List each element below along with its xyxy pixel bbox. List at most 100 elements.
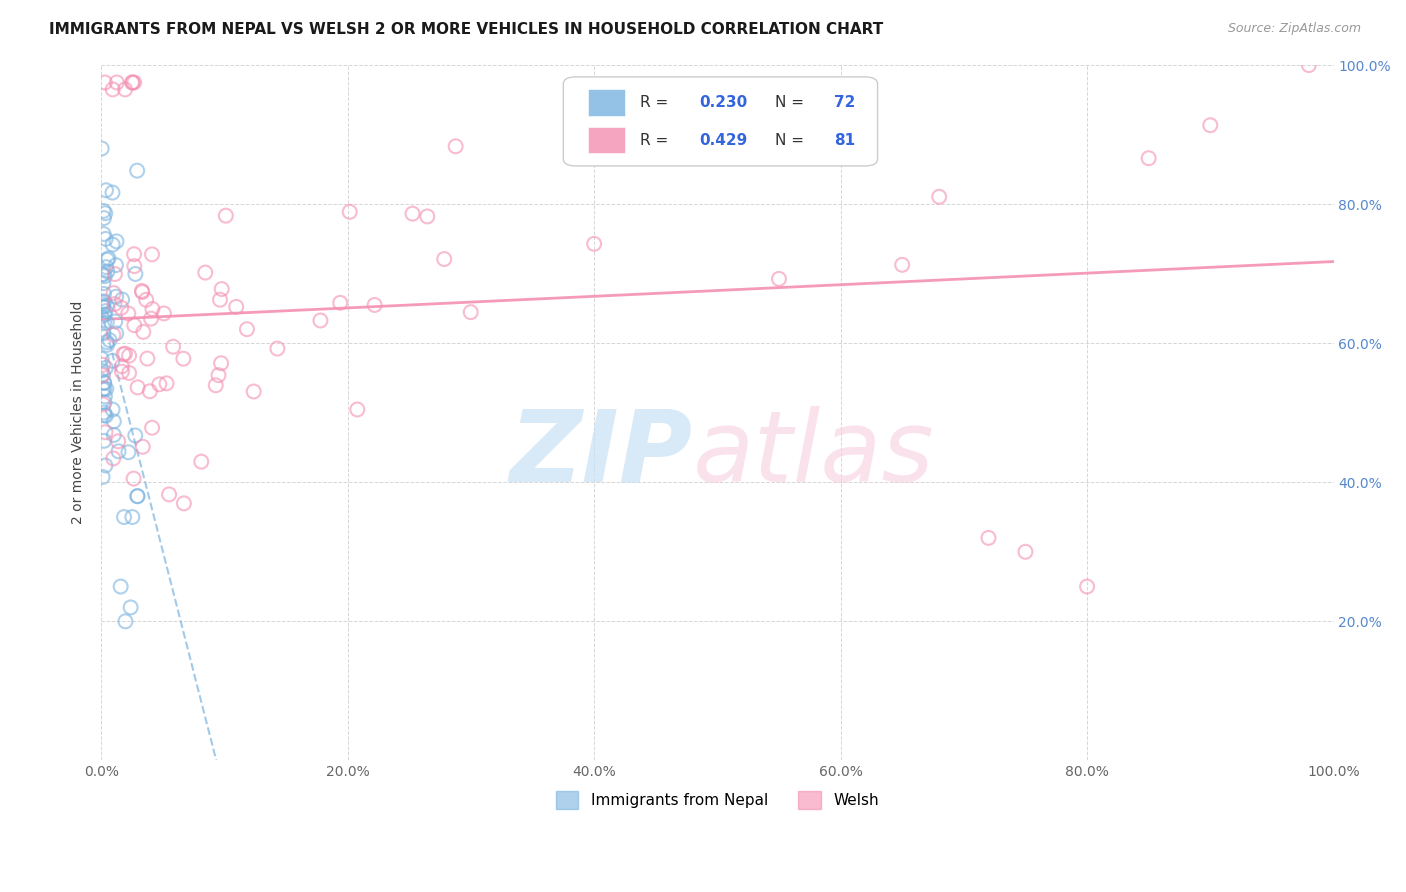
Point	[110, 580, 132, 594]
Point	[236, 322, 259, 336]
Text: 72: 72	[834, 95, 856, 110]
Point	[112, 347, 135, 361]
Point	[141, 301, 163, 316]
Point	[1199, 118, 1222, 132]
Point	[98, 333, 121, 347]
Point	[96, 382, 118, 396]
Point	[104, 267, 127, 281]
Point	[101, 82, 124, 96]
Point	[117, 306, 139, 320]
Point	[90, 351, 112, 366]
Point	[93, 308, 115, 322]
Point	[94, 304, 117, 318]
Point	[94, 389, 117, 403]
Text: IMMIGRANTS FROM NEPAL VS WELSH 2 OR MORE VEHICLES IN HOUSEHOLD CORRELATION CHART: IMMIGRANTS FROM NEPAL VS WELSH 2 OR MORE…	[49, 22, 883, 37]
Point	[132, 325, 155, 339]
Point	[91, 368, 114, 383]
Point	[90, 142, 112, 156]
Point	[105, 75, 128, 89]
Y-axis label: 2 or more Vehicles in Household: 2 or more Vehicles in Household	[72, 301, 86, 524]
Point	[104, 258, 127, 272]
Text: 0.429: 0.429	[699, 133, 747, 148]
Point	[124, 428, 146, 442]
Point	[928, 190, 950, 204]
Point	[111, 293, 134, 307]
Point	[118, 366, 141, 380]
Point	[93, 211, 115, 225]
Point	[583, 236, 606, 251]
Point	[103, 286, 125, 301]
Point	[94, 206, 117, 220]
Point	[155, 376, 177, 391]
Point	[93, 203, 115, 218]
Text: N =: N =	[775, 133, 810, 148]
Point	[94, 409, 117, 423]
Point	[225, 300, 247, 314]
Point	[122, 247, 145, 261]
Point	[101, 186, 124, 200]
Point	[122, 75, 145, 89]
Point	[93, 268, 115, 282]
Point	[121, 75, 143, 89]
FancyBboxPatch shape	[588, 89, 624, 116]
Point	[91, 300, 114, 314]
Point	[363, 298, 385, 312]
Point	[433, 252, 456, 266]
Point	[105, 235, 128, 249]
Point	[148, 377, 170, 392]
Point	[110, 301, 132, 315]
Point	[460, 305, 482, 319]
Point	[96, 335, 118, 350]
Point	[139, 384, 162, 399]
Point	[93, 434, 115, 448]
Point	[207, 368, 229, 383]
Point	[96, 316, 118, 330]
Point	[94, 425, 117, 440]
Point	[141, 421, 163, 435]
Point	[97, 252, 120, 266]
Point	[416, 210, 439, 224]
Point	[107, 444, 129, 458]
Text: R =: R =	[640, 133, 673, 148]
Point	[114, 615, 136, 629]
Point	[91, 267, 114, 281]
Point	[136, 351, 159, 366]
FancyBboxPatch shape	[564, 77, 877, 166]
Point	[122, 472, 145, 486]
Point	[124, 267, 146, 281]
Point	[103, 451, 125, 466]
Point	[103, 297, 125, 311]
Point	[215, 209, 238, 223]
Point	[93, 376, 115, 390]
Point	[111, 359, 134, 374]
Point	[1076, 580, 1098, 594]
Point	[103, 414, 125, 428]
Point	[157, 487, 180, 501]
Point	[96, 338, 118, 352]
Point	[93, 294, 115, 309]
Point	[107, 434, 129, 449]
Point	[977, 531, 1000, 545]
Point	[1137, 151, 1160, 165]
Point	[111, 365, 134, 379]
Point	[93, 276, 115, 290]
Point	[122, 318, 145, 333]
Text: ZIP: ZIP	[510, 406, 693, 503]
Point	[135, 293, 157, 307]
Legend: Immigrants from Nepal, Welsh: Immigrants from Nepal, Welsh	[550, 784, 886, 815]
Point	[1014, 545, 1036, 559]
Point	[90, 310, 112, 324]
Point	[94, 75, 117, 89]
Point	[444, 139, 467, 153]
Point	[194, 266, 217, 280]
Text: Source: ZipAtlas.com: Source: ZipAtlas.com	[1227, 22, 1361, 36]
Point	[90, 364, 112, 378]
Point	[121, 510, 143, 524]
Point	[101, 237, 124, 252]
Point	[91, 358, 114, 372]
Point	[208, 293, 231, 307]
Point	[93, 286, 115, 301]
Point	[339, 204, 361, 219]
Point	[1298, 58, 1320, 72]
Point	[96, 260, 118, 274]
